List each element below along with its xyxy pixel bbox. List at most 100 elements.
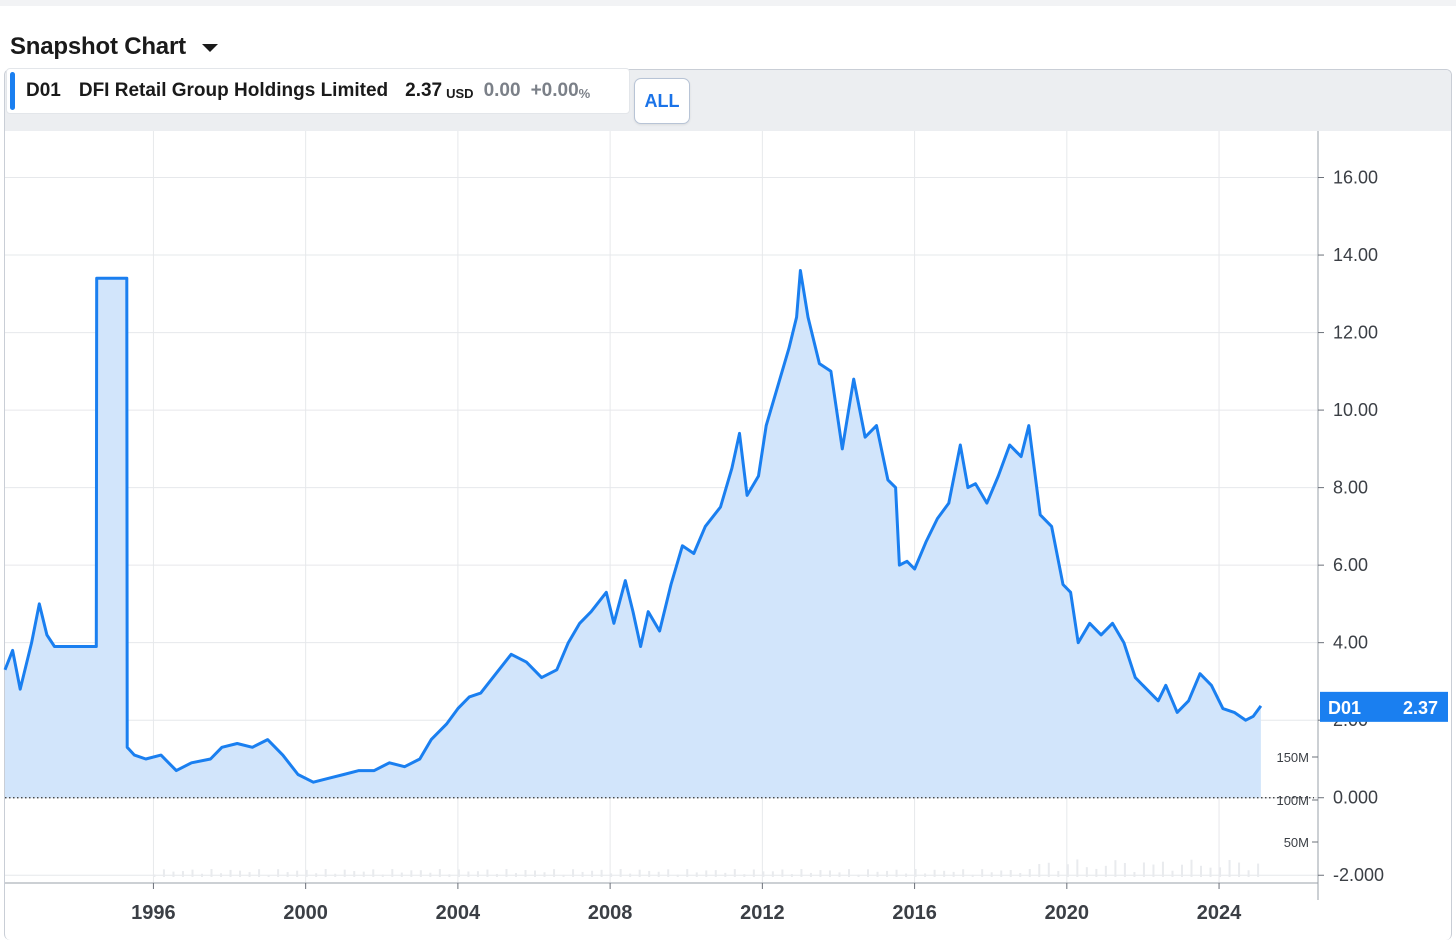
volume-bar bbox=[733, 869, 736, 877]
volume-bar bbox=[191, 869, 194, 877]
price-line-series[interactable] bbox=[3, 269, 1263, 784]
x-tick-label: 2012 bbox=[740, 902, 785, 924]
volume-bar bbox=[277, 869, 280, 877]
volume-bar bbox=[1209, 867, 1212, 877]
volume-bar bbox=[514, 873, 517, 877]
volume-bar bbox=[153, 874, 156, 877]
volume-bar bbox=[258, 869, 261, 877]
volume-bar bbox=[857, 874, 860, 877]
volume-bar bbox=[743, 874, 746, 877]
volume-bar bbox=[296, 870, 299, 877]
x-tick-label: 2008 bbox=[588, 902, 633, 924]
volume-bar bbox=[933, 869, 936, 877]
volume-bar bbox=[457, 869, 460, 877]
volume-bar bbox=[1219, 867, 1222, 877]
volume-tick-label: 150M bbox=[1276, 750, 1309, 765]
volume-bar bbox=[524, 869, 527, 877]
volume-bar bbox=[1019, 873, 1022, 877]
volume-bar bbox=[1180, 864, 1183, 877]
volume-bar bbox=[1171, 870, 1174, 877]
volume-bar bbox=[752, 869, 755, 877]
y-tick-label: 12.00 bbox=[1333, 323, 1378, 343]
series-legend[interactable]: D01 DFI Retail Group Holdings Limited 2.… bbox=[6, 68, 630, 114]
legend-change: 0.00 bbox=[483, 80, 521, 101]
volume-bar bbox=[867, 869, 870, 877]
volume-bar bbox=[809, 872, 812, 877]
volume-bar bbox=[676, 874, 679, 877]
volume-tick-label: 100M bbox=[1276, 793, 1309, 808]
volume-bar bbox=[1152, 864, 1155, 877]
volume-bar bbox=[305, 869, 308, 877]
volume-bar bbox=[381, 874, 384, 877]
x-axis-ticks: 1996 2000 2004 2008 2012 2016 2020 2024 bbox=[131, 883, 1242, 924]
price-area-fill bbox=[5, 270, 1261, 798]
volume-bar bbox=[181, 871, 184, 877]
volume-bar bbox=[895, 869, 898, 877]
volume-bar bbox=[248, 872, 251, 877]
volume-bar bbox=[714, 870, 717, 877]
volume-bar bbox=[553, 869, 556, 877]
y-tick-label: 14.00 bbox=[1333, 245, 1378, 265]
volume-bar bbox=[1228, 859, 1231, 877]
volume-bar bbox=[1142, 862, 1145, 877]
volume-bar bbox=[771, 871, 774, 877]
volume-bar bbox=[648, 870, 651, 877]
volume-bar bbox=[505, 869, 508, 877]
volume-bar bbox=[429, 872, 432, 877]
series-color-swatch bbox=[10, 72, 15, 110]
volume-bar bbox=[1161, 861, 1164, 877]
caret-down-icon[interactable] bbox=[201, 44, 218, 52]
volume-bar bbox=[1238, 862, 1241, 877]
volume-bar bbox=[162, 869, 165, 877]
volume-bar bbox=[1104, 865, 1107, 877]
volume-bar bbox=[476, 871, 479, 877]
y-axis-ticks: 16.0014.0012.0010.008.006.004.002.000.00… bbox=[1318, 168, 1384, 885]
volume-bar bbox=[562, 874, 565, 877]
volume-bar bbox=[952, 871, 955, 877]
top-strip bbox=[0, 0, 1456, 6]
volume-bar bbox=[971, 874, 974, 877]
legend-price: 2.37 bbox=[405, 80, 443, 101]
volume-bar bbox=[1000, 870, 1003, 877]
volume-bar bbox=[267, 874, 270, 877]
volume-bar bbox=[924, 873, 927, 877]
y-tick-label: 4.00 bbox=[1333, 633, 1368, 653]
volume-bar bbox=[724, 872, 727, 877]
volume-bar bbox=[981, 869, 984, 877]
volume-bar bbox=[362, 871, 365, 877]
volume-bar bbox=[847, 869, 850, 877]
volume-bar bbox=[591, 870, 594, 877]
volume-bar bbox=[543, 872, 546, 877]
last-price-tag-bg bbox=[1320, 691, 1448, 722]
volume-bar bbox=[619, 869, 622, 877]
volume-bar bbox=[391, 869, 394, 877]
range-tab-all[interactable]: ALL bbox=[634, 78, 690, 124]
volume-bar bbox=[1095, 868, 1098, 877]
legend-symbol: D01 bbox=[26, 80, 61, 101]
volume-bar bbox=[629, 873, 632, 877]
x-tick-label: 2000 bbox=[283, 902, 328, 924]
volume-bar bbox=[819, 870, 822, 877]
volume-bar bbox=[667, 869, 670, 877]
volume-bar bbox=[790, 874, 793, 877]
volume-axis-ticks: 150M 100M 50M bbox=[1276, 750, 1318, 850]
volume-bar bbox=[372, 869, 375, 877]
volume-bar bbox=[1076, 859, 1079, 877]
volume-bar bbox=[315, 873, 318, 877]
x-tick-label: 2020 bbox=[1045, 902, 1090, 924]
volume-bar bbox=[838, 872, 841, 877]
volume-bar bbox=[610, 873, 613, 877]
x-tick-label: 2024 bbox=[1197, 902, 1242, 924]
volume-bar bbox=[828, 870, 831, 877]
legend-change-pct: +0.00 bbox=[530, 80, 579, 101]
volume-bars bbox=[153, 859, 1260, 877]
x-tick-label: 2016 bbox=[892, 902, 937, 924]
y-tick-label: -2.000 bbox=[1333, 865, 1384, 885]
volume-bar bbox=[695, 872, 698, 877]
y-tick-label: 16.00 bbox=[1333, 168, 1378, 188]
volume-bar bbox=[1257, 863, 1260, 877]
legend-currency: USD bbox=[446, 85, 474, 101]
x-tick-label: 1996 bbox=[131, 902, 176, 924]
last-price-tag-value: 2.37 bbox=[1403, 698, 1438, 718]
